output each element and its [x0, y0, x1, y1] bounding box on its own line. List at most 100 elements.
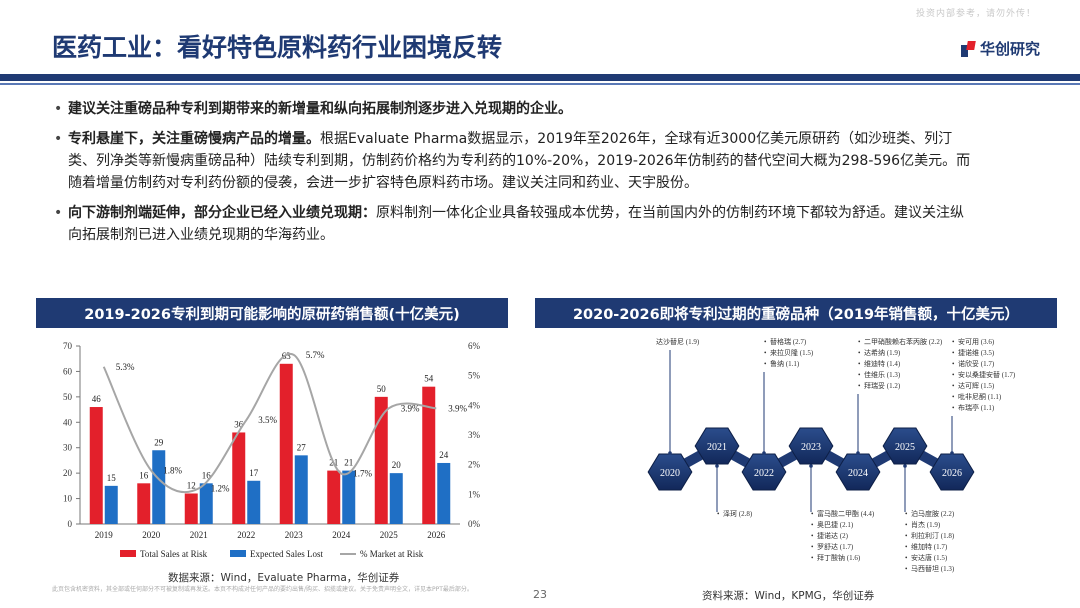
drug-item-label: 达希纳 (1.9) — [864, 348, 901, 357]
drug-item-label: 维加特 (1.7) — [911, 542, 948, 551]
line-point-label: 3.9% — [401, 403, 420, 413]
drug-item-label: 拜瑞妥 (1.2) — [864, 381, 901, 390]
drug-bullet: • — [858, 360, 861, 368]
drug-item-label: 拜丁酸钠 (1.6) — [817, 553, 861, 562]
bullet-text: 原料制剂一体化企业具备较强成本优势，在当前国内外的仿制药环境下都较为舒适。建议关… — [68, 205, 964, 243]
legend-swatch — [120, 550, 136, 557]
drug-item-label: 吡非尼酮 (1.1) — [958, 392, 1002, 401]
drug-callout-dot — [809, 464, 813, 468]
bar-total-sales — [327, 470, 341, 524]
legend-label: Expected Sales Lost — [250, 549, 323, 559]
drug-bullet: • — [811, 521, 814, 529]
drug-bullet: • — [952, 404, 955, 412]
drug-item-label: 来拉贝隆 (1.5) — [770, 348, 814, 357]
drug-item-label: 利拉利汀 (1.8) — [911, 531, 955, 540]
page-title: 医药工业：看好特色原料药行业困境反转 — [52, 33, 503, 62]
drug-bullet: • — [811, 554, 814, 562]
drug-item-label: 捷诺达 (2) — [817, 531, 849, 540]
y2-tick-label: 0% — [468, 519, 481, 529]
x-tick-label: 2026 — [427, 530, 446, 540]
right-panel-title: 2020-2026即将专利过期的重磅品种（2019年销售额，十亿美元） — [535, 298, 1057, 328]
drug-callout-dot — [715, 464, 719, 468]
bar-total-label: 16 — [139, 470, 149, 480]
bar-lost-label: 29 — [154, 437, 164, 447]
logo-icon — [960, 40, 976, 57]
y-tick-label: 20 — [63, 468, 73, 478]
bullet-list: 建议关注重磅品种专利到期带来的新增量和纵向拓展制剂逐步进入兑现期的企业。 专利悬… — [54, 98, 972, 254]
drug-item-label: 二甲硝酸赖右苯丙胺 (2.2) — [864, 337, 943, 346]
year-label: 2020 — [660, 468, 680, 479]
year-hexagon — [882, 427, 928, 465]
bullet-bold: 建议关注重磅品种专利到期带来的新增量和纵向拓展制剂逐步进入兑现期的企业。 — [68, 101, 572, 117]
line-point-label: 1.8% — [163, 466, 182, 476]
right-source-note: 资料来源：Wind，KPMG，华创证券 — [702, 590, 875, 602]
legend-swatch — [230, 550, 246, 557]
bullet-bold: 向下游制剂端延伸，部分企业已经入业绩兑现期： — [68, 205, 376, 221]
year-label: 2024 — [848, 468, 868, 479]
line-point-label: 3.5% — [258, 415, 277, 425]
drug-bullet: • — [858, 382, 861, 390]
drug-item-label: 达沙替尼 (1.9) — [656, 337, 700, 346]
bullet-text: 根据Evaluate Pharma数据显示，2019年至2026年，全球有近30… — [68, 131, 971, 191]
bullet-bold: 专利悬崖下，关注重磅慢病产品的增量。 — [68, 131, 320, 147]
x-tick-label: 2021 — [190, 530, 208, 540]
drug-item-label: 奥巴捷 (2.1) — [817, 520, 854, 529]
drug-item-label: 肖杰 (1.9) — [911, 520, 941, 529]
x-tick-label: 2022 — [237, 530, 255, 540]
drug-bullet: • — [952, 338, 955, 346]
drug-bullet: • — [764, 338, 767, 346]
left-source-note: 数据来源：Wind，Evaluate Pharma，华创证券 — [168, 572, 400, 584]
year-hexagon — [647, 453, 693, 491]
drug-bullet: • — [858, 371, 861, 379]
drug-callout-dot — [903, 464, 907, 468]
drug-callout-dot — [668, 451, 672, 455]
drug-bullet: • — [905, 521, 908, 529]
drug-bullet: • — [764, 360, 767, 368]
market-risk-line — [102, 352, 437, 494]
drug-item-label: 马西替坦 (1.3) — [911, 564, 955, 573]
x-tick-label: 2023 — [285, 530, 304, 540]
year-hexagon — [788, 427, 834, 465]
x-tick-label: 2019 — [95, 530, 114, 540]
drug-callout-dot — [950, 451, 954, 455]
line-point-label: 1.2% — [211, 483, 230, 493]
page-number: 23 — [533, 588, 547, 601]
drug-item-label: 佳维乐 (1.3) — [864, 370, 901, 379]
drug-bullet: • — [717, 510, 720, 518]
bar-total-label: 54 — [424, 374, 434, 384]
drug-item-label: 布瑞亭 (1.1) — [958, 403, 995, 412]
drug-bullet: • — [811, 543, 814, 551]
drug-item-label: 富马酸二甲酯 (4.4) — [817, 509, 875, 518]
bar-total-sales — [137, 483, 151, 524]
year-label: 2022 — [754, 468, 774, 479]
x-tick-label: 2020 — [142, 530, 161, 540]
bar-lost-label: 17 — [249, 468, 259, 478]
legend-label: % Market at Risk — [360, 549, 424, 559]
drug-callout-dot — [762, 451, 766, 455]
patent-sales-chart: 0 10 20 30 40 50 60 70 0% 1% 2% 3% 4% 5% 6% 46 15 2019 16 2… — [63, 341, 481, 559]
y-tick-label: 0 — [68, 519, 73, 529]
drug-bullet: • — [952, 382, 955, 390]
line-point-label: 3.9% — [448, 403, 467, 413]
y2-tick-label: 4% — [468, 400, 481, 410]
drug-item-label: 安以桑捷安替 (1.7) — [958, 370, 1016, 379]
bar-lost-label: 21 — [344, 458, 353, 468]
drug-item-label: 泊马度胺 (2.2) — [911, 509, 955, 518]
drug-bullet: • — [905, 543, 908, 551]
drug-bullet: • — [952, 360, 955, 368]
x-tick-label: 2024 — [332, 530, 351, 540]
line-point-label: 5.7% — [306, 350, 325, 360]
drug-bullet: • — [811, 510, 814, 518]
y-tick-label: 40 — [63, 417, 73, 427]
left-panel-title: 2019-2026专利到期可能影响的原研药销售额(十亿美元) — [36, 298, 508, 328]
bullet-item: 专利悬崖下，关注重磅慢病产品的增量。根据Evaluate Pharma数据显示，… — [54, 128, 972, 194]
drug-item-label: 安可用 (3.6) — [958, 337, 995, 346]
disclaimer: 此页包含机密资料，其全部或任何部分不可被复制或再发送。本页不构成对任何产品的要约… — [52, 586, 473, 593]
bar-total-sales — [374, 396, 388, 524]
year-hexagon — [835, 453, 881, 491]
year-hexagon — [741, 453, 787, 491]
drug-bullet: • — [811, 532, 814, 540]
y2-tick-label: 1% — [468, 489, 481, 499]
bullet-item: 建议关注重磅品种专利到期带来的新增量和纵向拓展制剂逐步进入兑现期的企业。 — [54, 98, 972, 120]
drug-bullet: • — [905, 532, 908, 540]
